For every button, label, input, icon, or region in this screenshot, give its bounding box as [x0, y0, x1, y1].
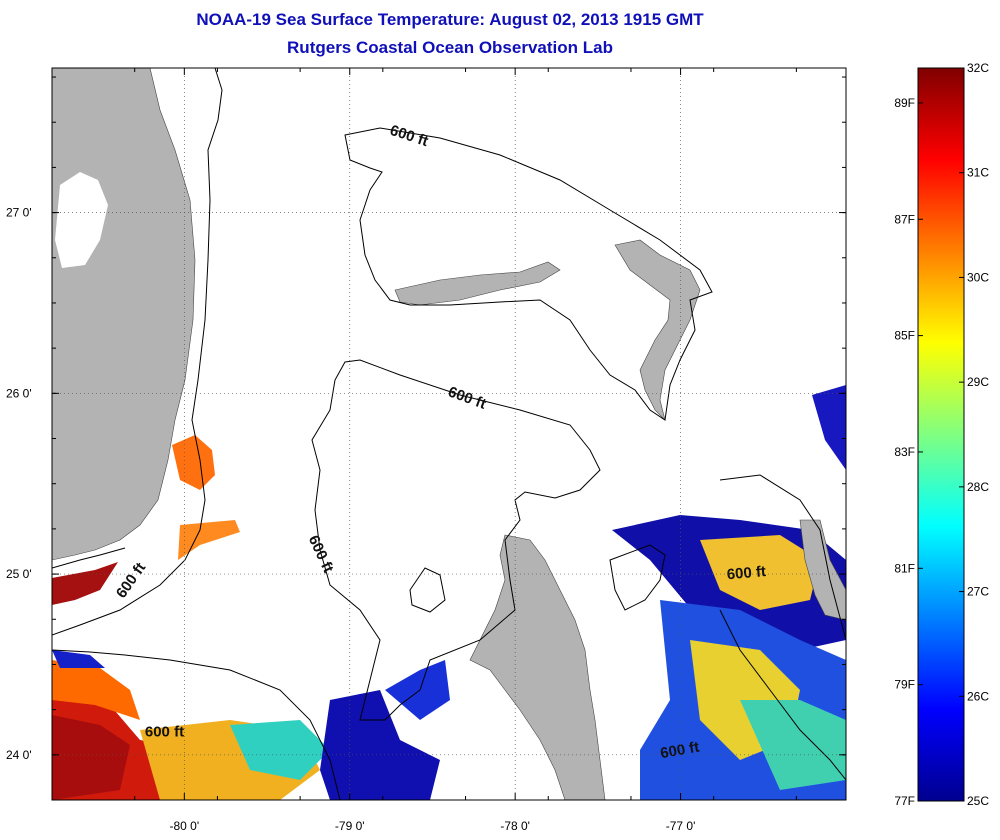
land-andros — [469, 534, 606, 800]
map-frame — [51, 67, 847, 801]
lake-okeechobee — [55, 172, 108, 268]
colorbar-gradient — [917, 67, 965, 802]
colorbar-c-label-5: 27C — [967, 585, 989, 599]
lon-tick-label-1: -79 0' — [335, 819, 365, 833]
lat-tick-label-2: 25 0' — [6, 567, 32, 581]
sst-patches — [52, 385, 846, 800]
colorbar-c-label-6: 26C — [967, 689, 989, 703]
sst-patch-yellow-east — [700, 535, 820, 610]
lat-tick-label-0: 27 0' — [6, 206, 32, 220]
colorbar-f-label-0: 89F — [894, 96, 915, 110]
sst-patch-orange-southwest — [52, 660, 140, 720]
sst-patch-blue-south2 — [385, 660, 450, 720]
colorbar-c-label-1: 31C — [967, 166, 989, 180]
colorbar-c-label-0: 32C — [967, 61, 989, 75]
colorbar-f-label-1: 87F — [894, 212, 915, 226]
map-subtitle: Rutgers Coastal Ocean Observation Lab — [287, 38, 613, 57]
sst-patch-biscayne-orange — [172, 435, 215, 490]
sst-patch-keys-red — [52, 562, 118, 605]
contour-andros-west — [52, 649, 341, 800]
colorbar-c-label-4: 28C — [967, 480, 989, 494]
colorbar-f-label-2: 85F — [894, 329, 915, 343]
contour-little-bahama-bank — [344, 127, 713, 421]
colorbar-f-label-6: 77F — [894, 794, 915, 808]
lon-tick-label-2: -78 0' — [500, 819, 530, 833]
sst-patch-biscayne-south — [178, 520, 240, 560]
sst-patch-blue-southwest — [52, 650, 105, 668]
colorbar-c-label-7: 25C — [967, 794, 989, 808]
lon-tick-label-3: -77 0' — [666, 819, 696, 833]
contour-florida-shelf — [52, 68, 223, 636]
colorbar-f-label-5: 79F — [894, 678, 915, 692]
colorbar-ticks: 32C 31C 30C 29C 28C 27C 26C 25C 89F 87F 85F 83F 81F 7… — [894, 61, 989, 808]
lon-tick-label-0: -80 0' — [170, 819, 200, 833]
contour-label-4: 600 ft — [145, 724, 184, 741]
colorbar-c-label-2: 30C — [967, 270, 989, 284]
graticule — [52, 68, 846, 800]
map-title: NOAA-19 Sea Surface Temperature: August … — [196, 10, 704, 29]
contour-label-5: 600 ft — [726, 563, 767, 583]
colorbar-f-label-4: 81F — [894, 561, 915, 575]
sst-patch-blue-northeast — [812, 385, 846, 470]
contour-label-6: 600 ft — [659, 739, 701, 763]
contour-exuma-sound — [719, 474, 846, 641]
colorbar-c-label-3: 29C — [967, 375, 989, 389]
lat-tick-label-3: 24 0' — [6, 748, 32, 762]
colorbar-f-label-3: 83F — [894, 445, 915, 459]
contour-andros-east — [719, 609, 846, 781]
contour-cay-sal — [409, 567, 446, 613]
lat-tick-label-1: 26 0' — [6, 386, 32, 400]
depth-contours — [52, 68, 846, 800]
sst-patch-warm-southwest-core — [52, 715, 130, 800]
sst-patch-cyan-south — [230, 720, 330, 780]
land-florida-keys — [52, 547, 126, 569]
colorbar: 32C 31C 30C 29C 28C 27C 26C 25C 89F 87F 85F 83F 81F 7… — [894, 61, 989, 808]
contour-tongue-of-ocean — [609, 544, 666, 611]
contour-great-bahama-bank — [311, 359, 601, 721]
sst-patch-cyan-southeast — [740, 700, 846, 790]
axis-ticks: -80 0' -79 0' -78 0' -77 0' 27 0' 26 0' 25 0' 2… — [6, 68, 846, 833]
